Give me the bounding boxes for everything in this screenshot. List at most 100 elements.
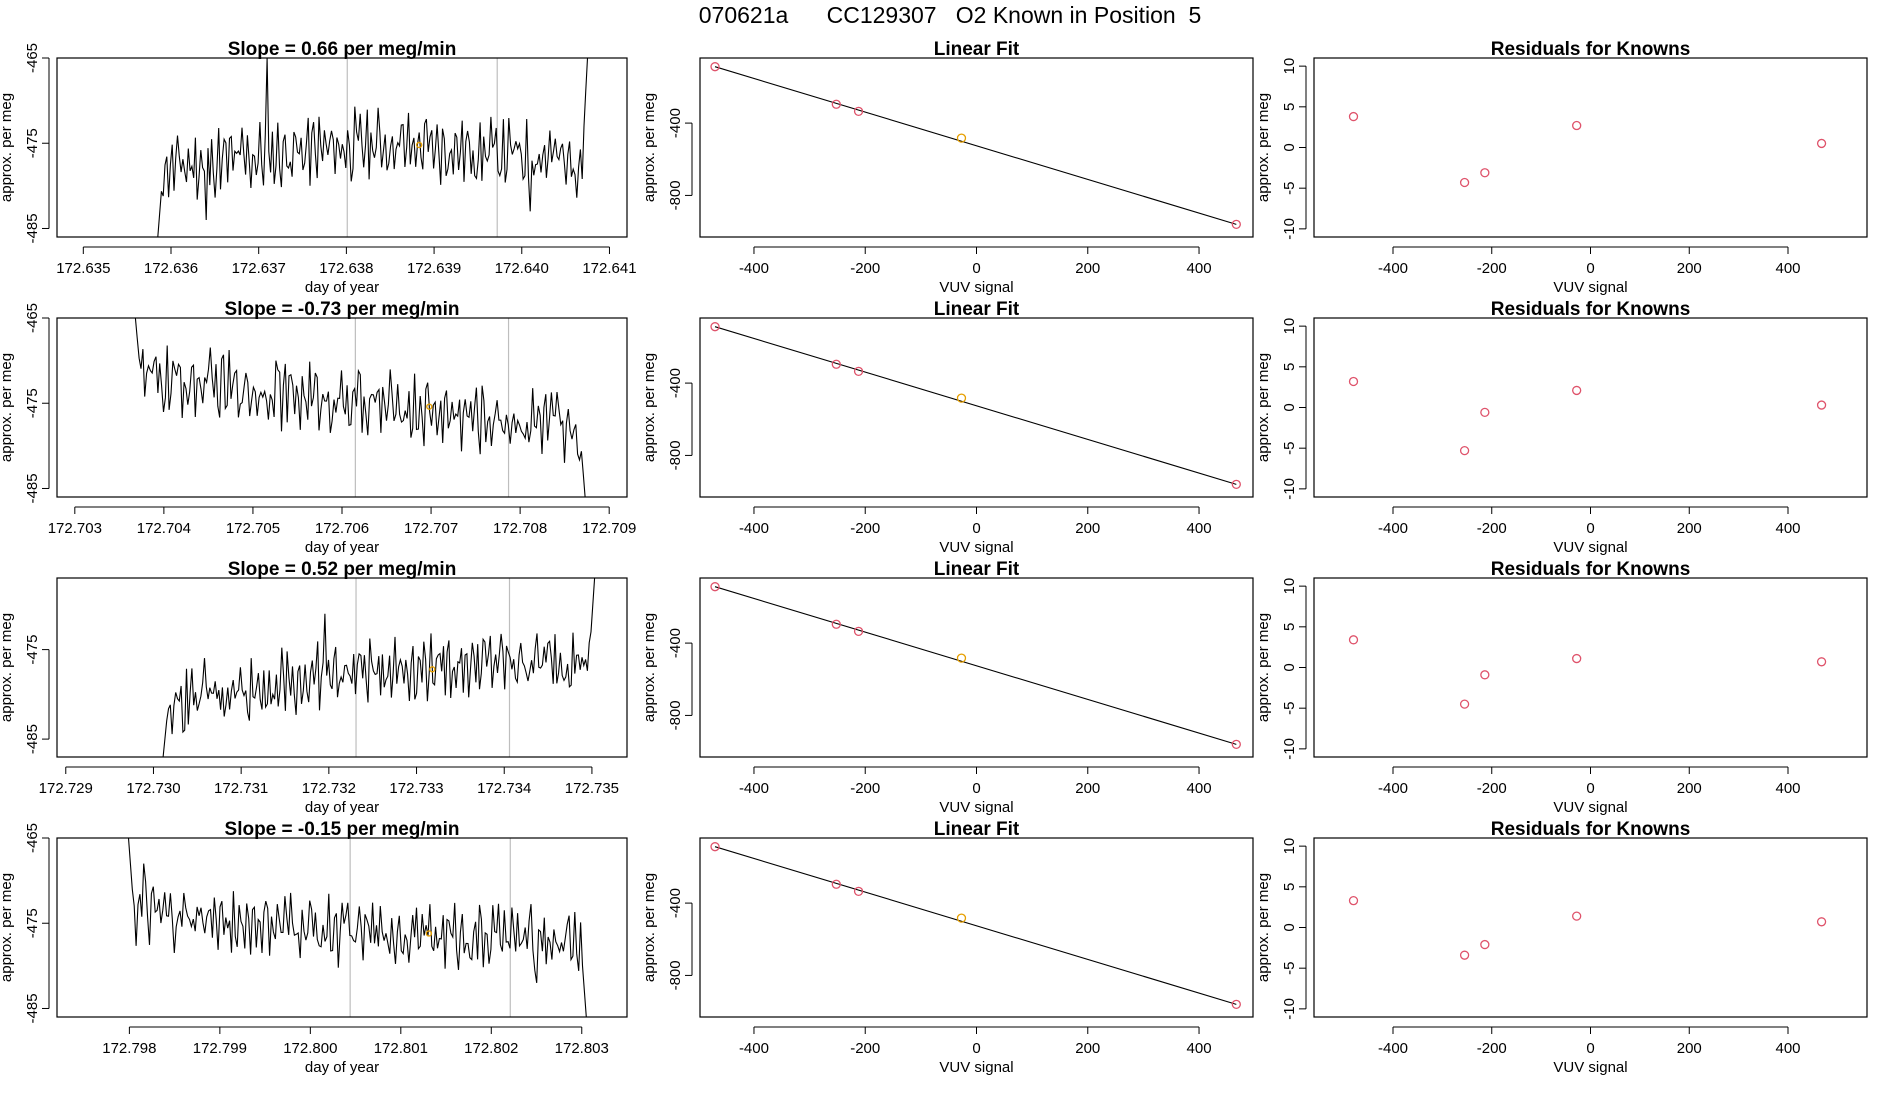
y-tick-label: -400 xyxy=(667,628,684,658)
x-axis-label: VUV signal xyxy=(1553,799,1627,816)
panel-line-1: Slope = 0.66 per meg/min 172.635 172.636 17… xyxy=(0,39,637,296)
sample-marker xyxy=(415,141,423,149)
x-tick-label: 200 xyxy=(1075,1040,1100,1057)
y-tick-label: 10 xyxy=(1281,58,1298,75)
panel-scatter-6: Linear Fit -400 -200 0 200 400 VUV signal -400 -… xyxy=(641,299,1254,556)
data-point xyxy=(1348,111,1359,122)
y-tick-label: -5 xyxy=(1281,182,1298,195)
data-point xyxy=(853,626,864,636)
x-tick-label: 0 xyxy=(1586,1040,1594,1057)
panel-title: Linear Fit xyxy=(934,39,1020,60)
y-tick-label: -475 xyxy=(24,635,41,665)
data-point xyxy=(853,106,864,116)
y-tick-label: 0 xyxy=(1281,663,1298,671)
x-tick-label: 172.801 xyxy=(374,1040,428,1057)
y-tick-label: -485 xyxy=(24,473,41,503)
data-point xyxy=(710,842,720,852)
plot-area xyxy=(127,838,587,1017)
x-tick-label: 172.709 xyxy=(582,520,636,537)
x-tick-label: -200 xyxy=(1477,520,1507,537)
y-tick-label: 5 xyxy=(1281,883,1298,891)
x-tick-label: 172.733 xyxy=(389,780,443,797)
x-tick-label: 200 xyxy=(1677,260,1702,277)
plot-frame xyxy=(699,837,1254,1018)
data-point xyxy=(1480,670,1490,680)
data-point xyxy=(853,886,864,896)
y-tick-label: -400 xyxy=(667,888,684,918)
y-tick-label: -475 xyxy=(24,908,41,938)
x-tick-label: 0 xyxy=(972,1040,980,1057)
x-tick-label: 172.638 xyxy=(319,260,373,277)
y-axis-label: approx. per meg xyxy=(1255,353,1272,462)
y-axis-label: approx. per meg xyxy=(0,613,15,722)
x-tick-label: 172.730 xyxy=(126,780,180,797)
panel-line-2: Slope = -0.73 per meg/min 172.703 172.704 1… xyxy=(0,299,636,556)
series-line xyxy=(162,578,596,757)
panel-title: Residuals for Knowns xyxy=(1491,559,1691,580)
x-tick-label: 400 xyxy=(1775,520,1800,537)
x-tick-label: -200 xyxy=(850,520,880,537)
x-tick-label: -400 xyxy=(739,780,769,797)
x-tick-label: -200 xyxy=(850,260,880,277)
x-tick-label: 200 xyxy=(1075,780,1100,797)
y-tick-label: -475 xyxy=(24,388,41,418)
panel-title: Residuals for Knowns xyxy=(1491,819,1691,840)
x-tick-label: 400 xyxy=(1775,1040,1800,1057)
data-point xyxy=(710,322,720,332)
y-tick-label: -10 xyxy=(1281,738,1298,760)
x-axis-label: day of year xyxy=(305,1059,379,1076)
plot-area xyxy=(710,322,1241,489)
x-tick-label: 400 xyxy=(1187,520,1212,537)
y-tick-label: -5 xyxy=(1281,962,1298,975)
x-tick-label: 200 xyxy=(1677,520,1702,537)
y-tick-label: 0 xyxy=(1281,143,1298,151)
plot-area xyxy=(1348,376,1827,456)
plot-frame xyxy=(699,577,1254,758)
plot-area xyxy=(710,62,1241,229)
data-point xyxy=(1816,400,1827,410)
panel-title: Slope = -0.15 per meg/min xyxy=(225,819,460,840)
x-tick-label: 172.637 xyxy=(232,260,286,277)
x-tick-label: 0 xyxy=(1586,520,1594,537)
data-point xyxy=(1459,699,1470,709)
x-tick-label: 400 xyxy=(1187,260,1212,277)
data-point xyxy=(1459,445,1470,456)
x-axis-label: VUV signal xyxy=(939,539,1013,556)
x-tick-label: 172.732 xyxy=(302,780,356,797)
plot-frame xyxy=(1313,57,1868,238)
data-point xyxy=(956,393,967,403)
sample-marker xyxy=(429,666,436,673)
panel-scatter-12: Residuals for Knowns -400 -200 0 200 400 VUV s… xyxy=(1255,819,1868,1076)
x-tick-label: 172.731 xyxy=(214,780,268,797)
x-tick-label: 172.636 xyxy=(144,260,198,277)
y-axis-label: approx. per meg xyxy=(641,353,658,462)
data-point xyxy=(1816,917,1827,927)
x-axis-label: day of year xyxy=(305,539,379,556)
data-point xyxy=(956,913,967,923)
plot-frame xyxy=(699,57,1254,238)
y-axis-label: approx. per meg xyxy=(641,613,658,722)
x-tick-label: 0 xyxy=(972,520,980,537)
plot-frame xyxy=(699,317,1254,498)
y-axis-label: approx. per meg xyxy=(641,873,658,982)
plot-area xyxy=(157,58,589,237)
plot-area xyxy=(1348,635,1827,709)
x-axis-label: VUV signal xyxy=(939,1059,1013,1076)
x-tick-label: -400 xyxy=(1378,260,1408,277)
x-tick-label: -400 xyxy=(739,1040,769,1057)
data-point xyxy=(1231,219,1241,229)
x-tick-label: 400 xyxy=(1187,1040,1212,1057)
x-tick-label: 172.704 xyxy=(137,520,191,537)
panel-title: Residuals for Knowns xyxy=(1491,299,1691,320)
y-axis-label: approx. per meg xyxy=(1255,93,1272,202)
x-tick-label: 400 xyxy=(1775,780,1800,797)
plot-area xyxy=(134,318,586,497)
y-tick-label: 10 xyxy=(1281,838,1298,855)
series-line xyxy=(127,838,587,1017)
y-tick-label: -400 xyxy=(667,108,684,138)
fit-line xyxy=(714,846,1237,1005)
x-tick-label: 172.641 xyxy=(582,260,636,277)
x-axis-label: VUV signal xyxy=(939,279,1013,296)
x-tick-label: 172.639 xyxy=(407,260,461,277)
